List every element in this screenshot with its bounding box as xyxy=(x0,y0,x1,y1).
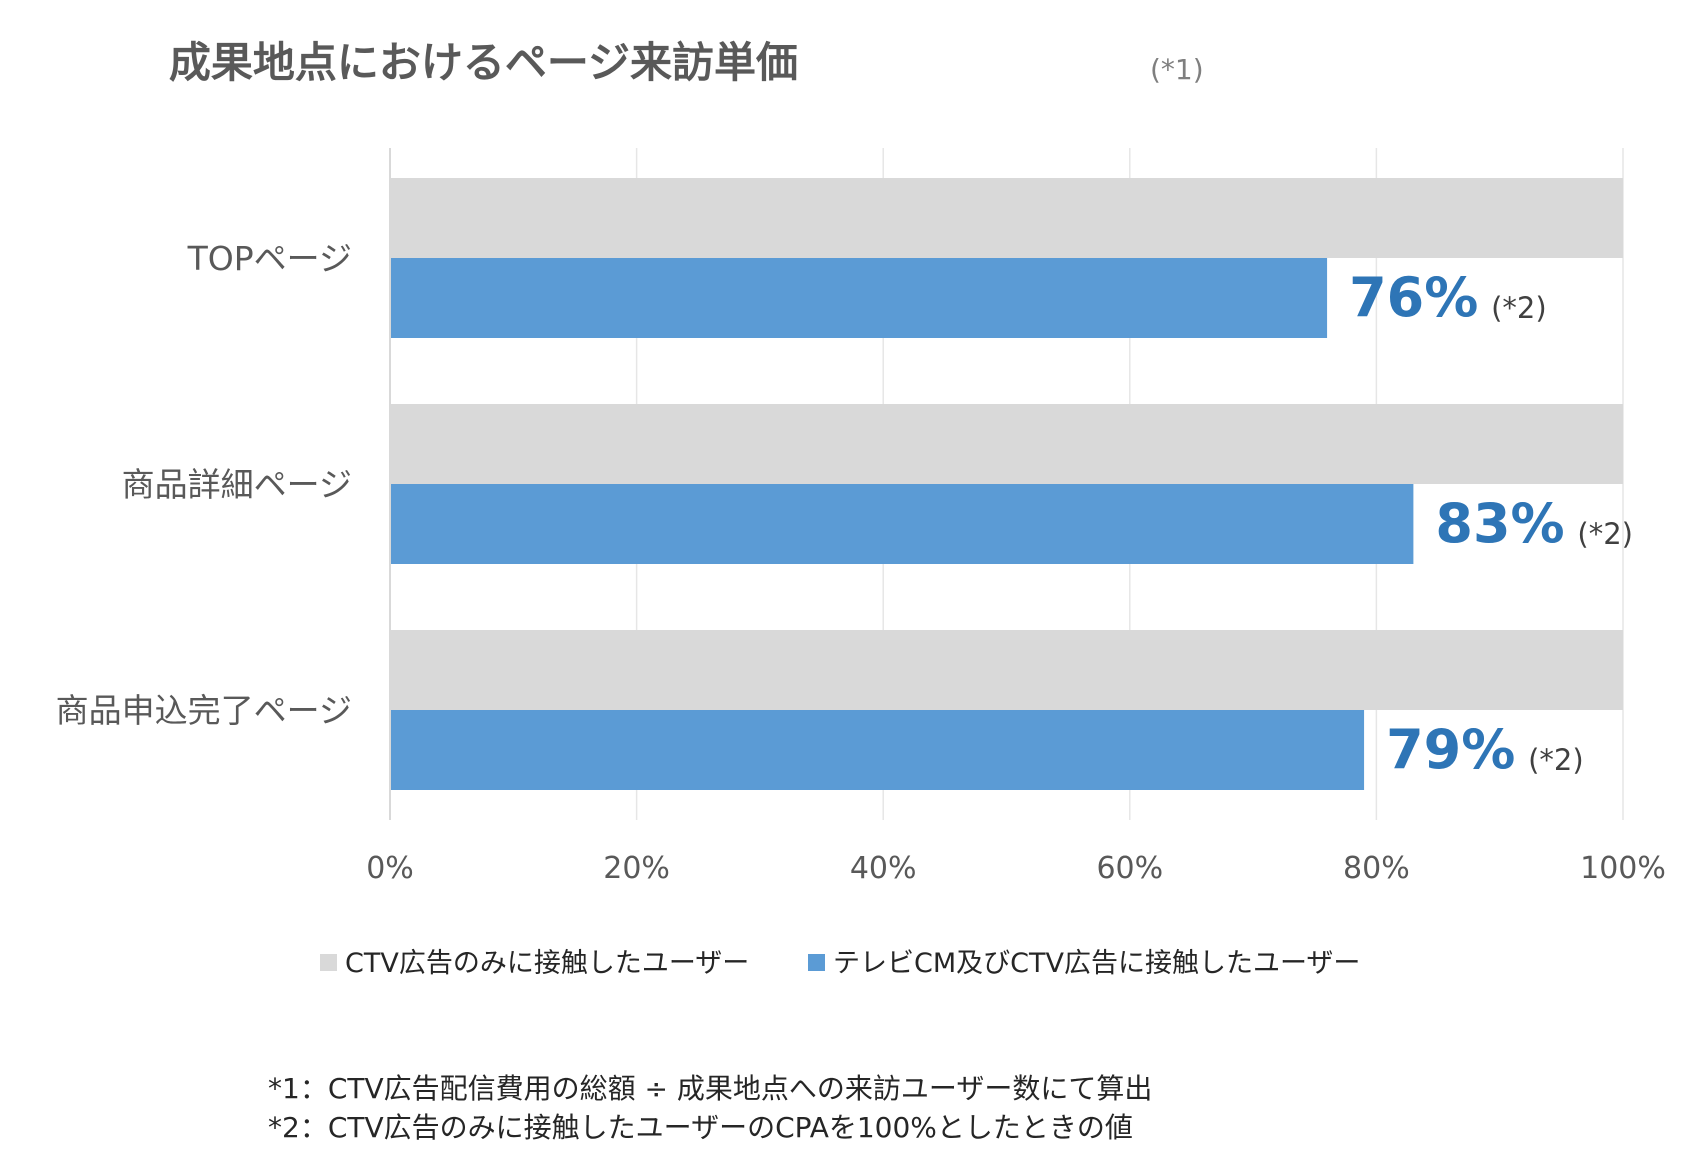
data-label-note: (*2) xyxy=(1491,291,1547,325)
category-label: 商品詳細ページ xyxy=(122,465,352,504)
data-label: 79% xyxy=(1386,718,1515,781)
bar-baseline xyxy=(390,178,1623,258)
value-labels: 76% (*2) 83% (*2) 79% (*2) xyxy=(1349,266,1633,781)
data-label: 83% xyxy=(1435,492,1564,555)
footnote-1: *1：CTV広告配信費用の総額 ÷ 成果地点への来訪ユーザー数にて算出 xyxy=(268,1072,1152,1105)
data-label-note: (*2) xyxy=(1577,517,1633,551)
bar-series xyxy=(390,710,1365,790)
x-tick-label: 60% xyxy=(1096,851,1163,886)
x-tick-label: 100% xyxy=(1580,851,1666,886)
x-tick-label: 20% xyxy=(603,851,670,886)
footnote-2: *2：CTV広告のみに接触したユーザーのCPAを100%としたときの値 xyxy=(268,1111,1133,1144)
legend-label-baseline: CTV広告のみに接触したユーザー xyxy=(345,948,749,979)
bars xyxy=(390,178,1623,790)
data-label-note: (*2) xyxy=(1528,743,1584,777)
category-label: TOPページ xyxy=(187,239,352,278)
legend-label-series: テレビCM及びCTV広告に接触したユーザー xyxy=(833,948,1360,979)
x-tick-label: 0% xyxy=(366,851,414,886)
category-label: 商品申込完了ページ xyxy=(56,691,352,730)
x-tick-labels: 0% 20% 40% 60% 80% 100% xyxy=(366,851,1666,886)
chart-title: 成果地点におけるページ来訪単価 xyxy=(169,38,798,87)
data-label: 76% xyxy=(1349,266,1478,329)
bar-baseline xyxy=(390,630,1623,710)
x-tick-label: 80% xyxy=(1343,851,1410,886)
x-tick-label: 40% xyxy=(850,851,917,886)
chart-title-note: (*1) xyxy=(1150,53,1204,86)
legend-swatch-baseline xyxy=(320,954,337,971)
legend: CTV広告のみに接触したユーザー テレビCM及びCTV広告に接触したユーザー xyxy=(320,948,1360,979)
bar-series xyxy=(390,258,1328,338)
legend-swatch-series xyxy=(808,954,825,971)
bar-baseline xyxy=(390,404,1623,484)
bar-series xyxy=(390,484,1414,564)
